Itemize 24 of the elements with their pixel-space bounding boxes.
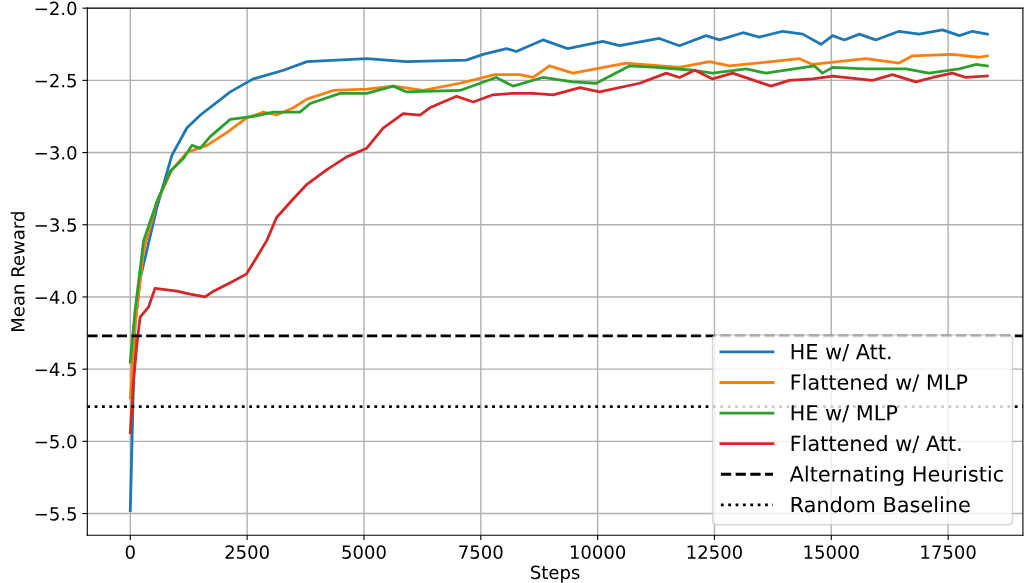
legend-label: Alternating Heuristic [789,465,1003,486]
x-tick-label: 7500 [459,545,503,559]
y-tick-label: −2.5 [35,73,76,88]
y-tick-label: −3.0 [35,146,77,160]
x-tick-label: 2500 [225,545,269,559]
x-tick-label: 5000 [342,545,386,559]
x-tick-label: 10000 [570,545,626,559]
x-tick-label: 0 [125,545,135,559]
y-axis-title: Mean Reward [10,212,25,331]
x-tick-label: 12500 [687,545,742,559]
y-tick-label: −5.5 [35,507,76,521]
legend-label: HE w/ MLP [791,405,898,423]
legend-label: Flattened w/ Att. [791,435,961,453]
y-tick-label: −5.0 [35,434,77,449]
legend-label: HE w/ Att. [791,344,891,362]
legend-label: Flattened w/ MLP [791,373,968,392]
y-tick-label: −4.5 [35,362,76,377]
x-axis-title: Steps [531,565,580,583]
y-tick-label: −2.0 [35,1,77,16]
legend-label: Random Baseline [791,496,970,513]
x-tick-label: 15000 [804,545,859,559]
y-tick-label: −4.0 [35,290,77,305]
x-tick-label: 17500 [921,545,976,559]
y-tick-label: −3.5 [35,218,76,232]
